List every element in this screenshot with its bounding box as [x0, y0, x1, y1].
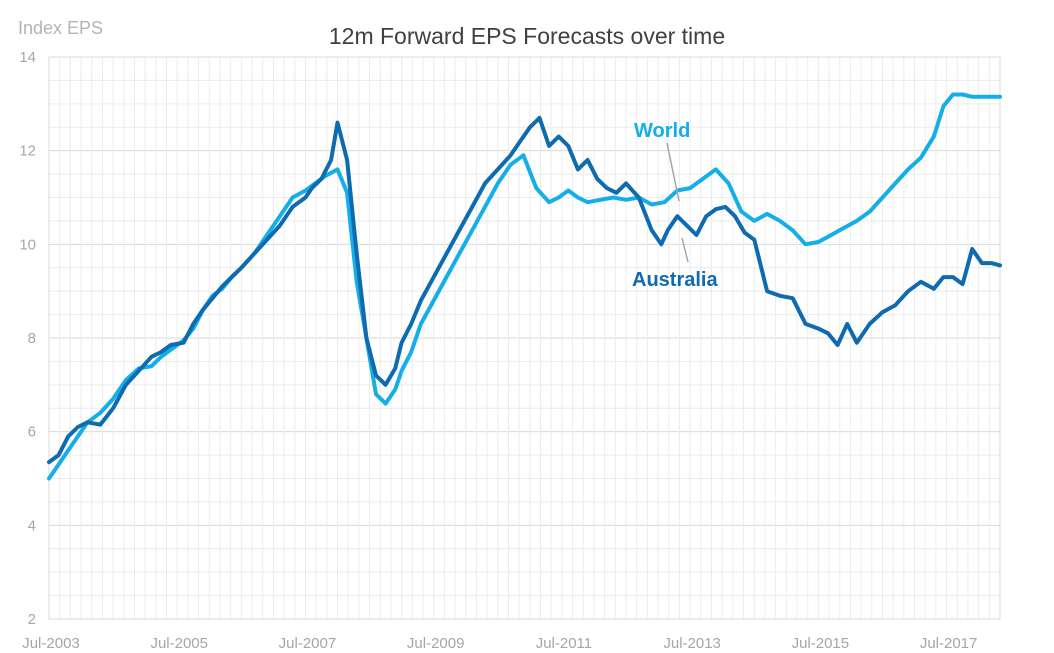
y-axis-title: Index EPS — [18, 18, 103, 38]
x-tick-label: Jul-2009 — [407, 635, 465, 652]
x-tick-label: Jul-2003 — [22, 635, 80, 652]
x-tick-labels: Jul-2003 Jul-2005 Jul-2007 Jul-2009 Jul-2011… — [22, 635, 977, 652]
series-line-world — [47, 92, 1002, 481]
y-tick-label: 6 — [28, 424, 36, 441]
chart-title: 12m Forward EPS Forecasts over time — [329, 23, 725, 49]
y-tick-label: 4 — [28, 517, 36, 534]
series-annotations: World Australia — [632, 120, 718, 291]
x-tick-label: Jul-2007 — [279, 635, 337, 652]
world-annotation: World — [634, 120, 690, 142]
x-tick-label: Jul-2013 — [663, 635, 721, 652]
y-tick-label: 8 — [28, 330, 36, 347]
y-tick-label: 2 — [28, 611, 36, 628]
world-leader-line — [666, 142, 680, 202]
australia-leader-line — [681, 237, 689, 263]
y-tick-label: 12 — [19, 143, 36, 160]
x-tick-label: Jul-2005 — [150, 635, 208, 652]
x-tick-label: Jul-2015 — [792, 635, 850, 652]
x-tick-label: Jul-2017 — [920, 635, 978, 652]
plot-frame — [48, 56, 1001, 620]
x-tick-label: Jul-2011 — [536, 635, 592, 652]
gridlines — [48, 56, 1001, 620]
y-tick-label: 10 — [19, 236, 36, 253]
australia-annotation: Australia — [632, 269, 718, 291]
y-tick-labels: 2 4 6 8 10 12 14 — [19, 49, 36, 628]
series-lines — [47, 92, 1002, 481]
y-tick-label: 14 — [19, 49, 36, 66]
series-line-australia — [47, 115, 1002, 465]
